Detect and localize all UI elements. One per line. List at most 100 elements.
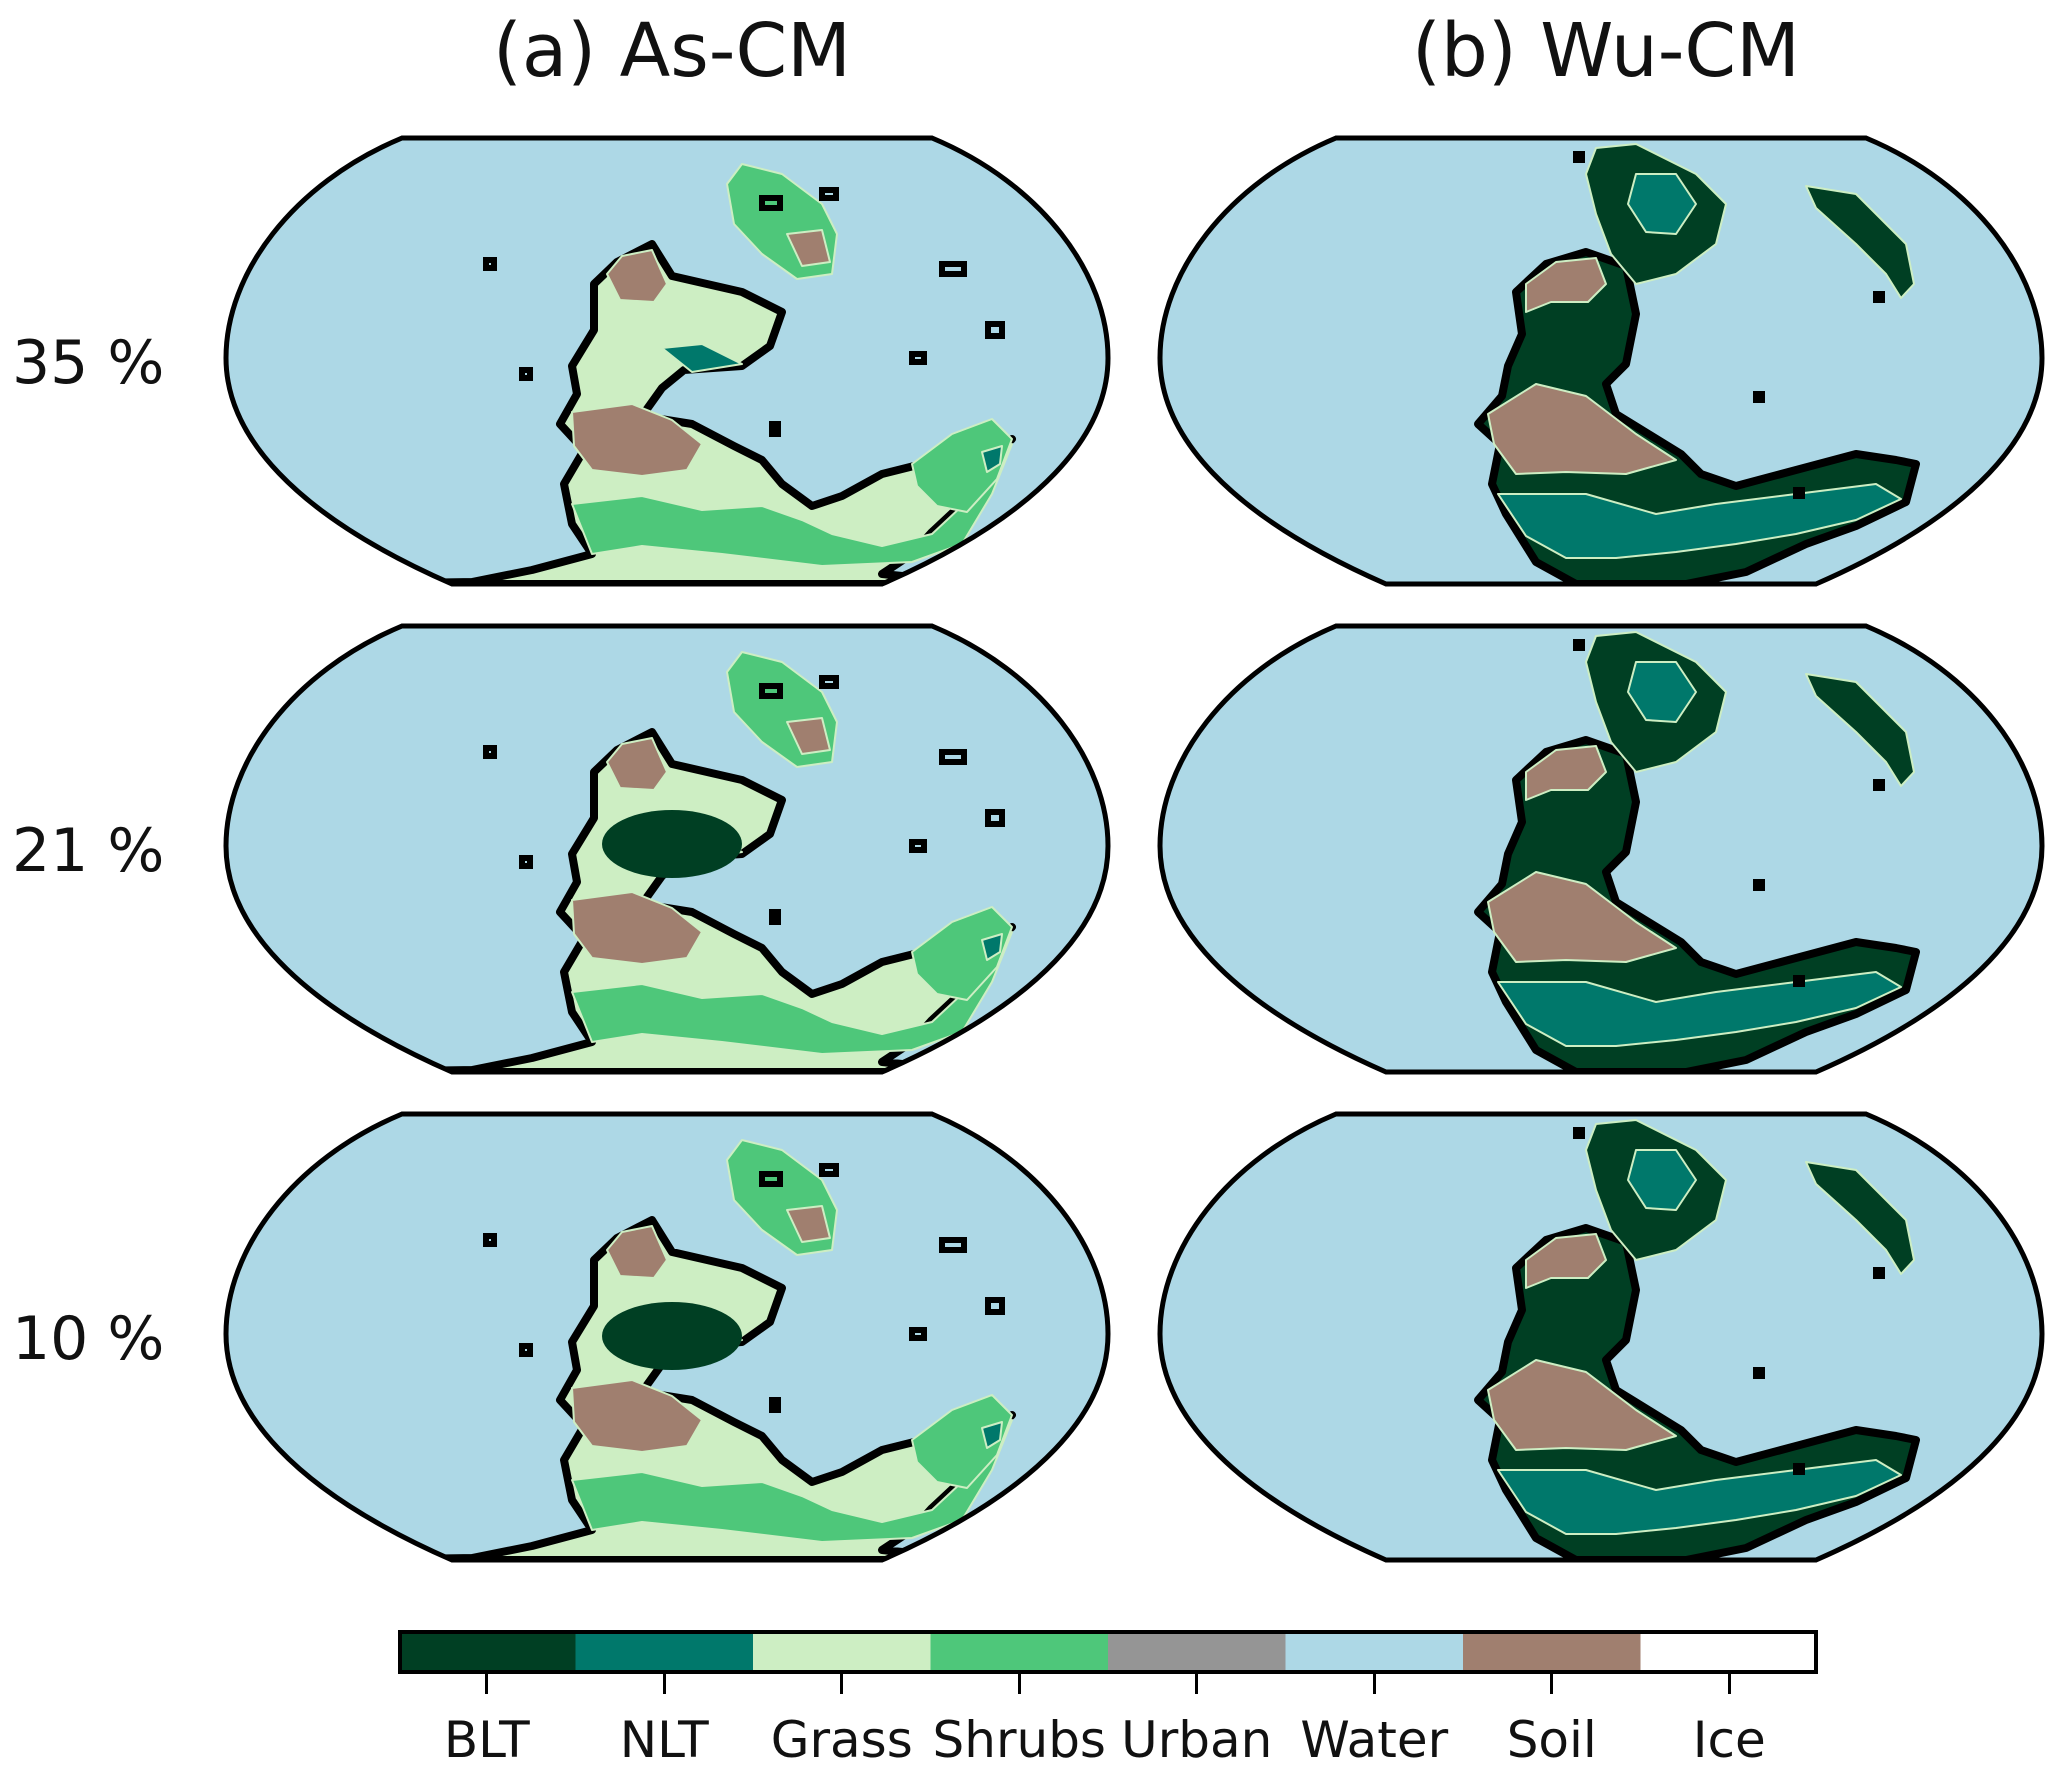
legend-tick	[485, 1674, 489, 1694]
landcover-region-soil	[606, 249, 668, 303]
legend-label-soil: Soil	[1506, 1711, 1597, 1769]
landcover-region-nlt	[981, 1421, 1003, 1449]
island-outline	[939, 1237, 967, 1253]
legend-swatch-soil	[1463, 1630, 1641, 1674]
landcover-region-soil	[606, 1225, 668, 1279]
island-outline	[1753, 879, 1765, 891]
legend-label-grass: Grass	[770, 1711, 913, 1769]
map-frame	[223, 135, 1111, 587]
landcover-region-soil	[786, 229, 831, 267]
landcover-region-soil	[1525, 257, 1607, 313]
legend-tick	[662, 1674, 666, 1694]
map-frame	[1157, 135, 2045, 587]
island-outline	[985, 321, 1005, 339]
landcover-region-nlt	[1497, 1459, 1902, 1535]
landcover-region-nlt	[1627, 661, 1697, 723]
column-title-wu-cm: (b) Wu-CM	[1412, 8, 1800, 94]
landcover-region-blt	[602, 1302, 742, 1370]
legend-swatch-shrubs	[930, 1630, 1108, 1674]
landcover-region-soil	[1487, 871, 1677, 963]
landcover-region-blt	[1805, 1161, 1915, 1275]
landcover-region-soil	[1525, 745, 1607, 801]
landcover-region-nlt	[661, 343, 743, 373]
landcover-region-soil	[606, 737, 668, 791]
landcover-region-soil	[1487, 383, 1677, 475]
landcover-region-nlt	[1627, 1149, 1697, 1211]
legend-border	[398, 1630, 1818, 1674]
map-panel-as-cm-21	[223, 623, 1111, 1075]
legend-tick	[1017, 1674, 1021, 1694]
island-outline	[1873, 291, 1885, 303]
island-outline	[819, 1163, 839, 1177]
landcover-region-soil	[571, 891, 703, 965]
island-outline	[1573, 1127, 1585, 1139]
legend-swatch-grass	[753, 1630, 931, 1674]
landcover-region-shrubs	[911, 1394, 1013, 1489]
legend-tick	[1550, 1674, 1554, 1694]
landcover-region-nlt	[1497, 483, 1902, 559]
row-label-35: 35 %	[12, 328, 165, 398]
island-outline	[985, 1297, 1005, 1315]
island-outline	[1573, 151, 1585, 163]
legend-swatch-nlt	[575, 1630, 753, 1674]
landcover-region-blt	[602, 810, 742, 878]
legend-tick	[1195, 1674, 1199, 1694]
island-outline	[939, 749, 967, 765]
map-frame	[1157, 1111, 2045, 1563]
island-outline	[759, 1171, 783, 1187]
island-outline	[1873, 779, 1885, 791]
landcover-legend	[398, 1630, 1818, 1674]
legend-label-nlt: NLT	[619, 1711, 709, 1769]
landcover-region-shrubs	[911, 418, 1013, 513]
landcover-region-nlt	[981, 445, 1003, 473]
legend-swatch-ice	[1640, 1630, 1818, 1674]
column-title-as-cm: (a) As-CM	[492, 8, 851, 94]
legend-label-blt: BLT	[443, 1711, 530, 1769]
landcover-region-soil	[1487, 1359, 1677, 1451]
island-outline	[985, 809, 1005, 827]
island-outline	[519, 367, 533, 381]
map-panel-as-cm-35	[223, 135, 1111, 587]
legend-tick	[1727, 1674, 1731, 1694]
island-outline	[819, 187, 839, 201]
landcover-region-soil	[571, 403, 703, 477]
island-outline	[769, 421, 781, 437]
map-frame	[223, 623, 1111, 1075]
landcover-region-soil	[786, 717, 831, 755]
legend-label-urban: Urban	[1121, 1711, 1273, 1769]
landcover-region-nlt	[1627, 173, 1697, 235]
island-outline	[909, 351, 927, 365]
island-outline	[1793, 1463, 1805, 1475]
island-outline	[1793, 487, 1805, 499]
legend-swatch-water	[1285, 1630, 1463, 1674]
island-outline	[1793, 975, 1805, 987]
island-outline	[819, 675, 839, 689]
map-panel-wu-cm-21	[1157, 623, 2045, 1075]
island-outline	[483, 745, 497, 759]
island-outline	[939, 261, 967, 277]
landcover-region-blt	[1805, 185, 1915, 299]
island-outline	[483, 1233, 497, 1247]
landcover-region-nlt	[1497, 971, 1902, 1047]
island-outline	[769, 909, 781, 925]
island-outline	[909, 1327, 927, 1341]
row-label-10: 10 %	[12, 1304, 165, 1374]
landcover-region-shrubs	[911, 906, 1013, 1001]
map-frame	[223, 1111, 1111, 1563]
landcover-region-soil	[1525, 1233, 1607, 1289]
island-outline	[1873, 1267, 1885, 1279]
legend-swatch-blt	[398, 1630, 576, 1674]
island-outline	[759, 683, 783, 699]
landcover-region-blt	[1805, 673, 1915, 787]
legend-label-ice: Ice	[1692, 1711, 1766, 1769]
map-frame	[1157, 623, 2045, 1075]
legend-label-water: Water	[1300, 1711, 1449, 1769]
island-outline	[1573, 639, 1585, 651]
landcover-region-soil	[786, 1205, 831, 1243]
row-label-21: 21 %	[12, 816, 165, 886]
landcover-region-nlt	[981, 933, 1003, 961]
island-outline	[909, 839, 927, 853]
map-panel-wu-cm-10	[1157, 1111, 2045, 1563]
legend-swatch-urban	[1108, 1630, 1286, 1674]
island-outline	[519, 1343, 533, 1357]
